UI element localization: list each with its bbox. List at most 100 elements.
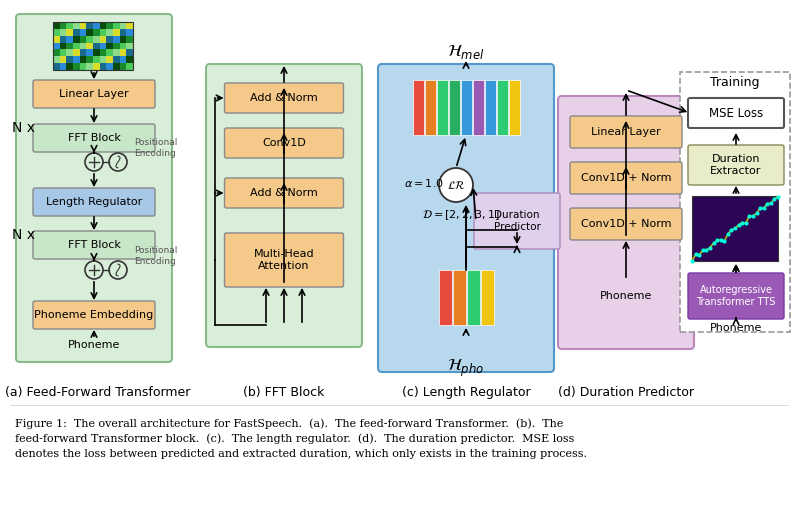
FancyBboxPatch shape [106,22,113,29]
FancyBboxPatch shape [378,64,554,372]
Text: (b) FFT Block: (b) FFT Block [243,385,325,399]
Text: N x: N x [13,121,35,135]
FancyBboxPatch shape [467,270,480,325]
FancyBboxPatch shape [438,270,452,325]
FancyBboxPatch shape [688,98,784,128]
Text: (c) Length Regulator: (c) Length Regulator [401,385,531,399]
FancyBboxPatch shape [73,50,80,56]
Point [697,246,709,254]
FancyBboxPatch shape [120,42,126,50]
FancyBboxPatch shape [93,22,100,29]
FancyBboxPatch shape [53,36,60,42]
Point [685,257,698,265]
FancyBboxPatch shape [688,145,784,185]
FancyBboxPatch shape [60,22,66,29]
Text: Phoneme Embedding: Phoneme Embedding [34,310,154,320]
FancyBboxPatch shape [113,22,120,29]
FancyBboxPatch shape [113,29,120,36]
Text: Phoneme: Phoneme [709,323,762,333]
Point [718,237,731,245]
FancyBboxPatch shape [100,63,106,70]
FancyBboxPatch shape [66,29,73,36]
FancyBboxPatch shape [474,193,560,249]
FancyBboxPatch shape [80,50,86,56]
FancyBboxPatch shape [437,80,448,135]
Text: Conv1D + Norm: Conv1D + Norm [581,173,671,183]
FancyBboxPatch shape [53,29,60,36]
FancyBboxPatch shape [570,116,682,148]
Text: $\mathcal{D}=[2,2,3,1]$: $\mathcal{D}=[2,2,3,1]$ [422,208,500,222]
FancyBboxPatch shape [80,63,86,70]
Text: Duration
Extractor: Duration Extractor [710,154,761,176]
FancyBboxPatch shape [33,124,155,152]
FancyBboxPatch shape [60,29,66,36]
FancyBboxPatch shape [93,29,100,36]
FancyBboxPatch shape [73,63,80,70]
Point [747,212,760,220]
Point [750,209,763,217]
Point [764,199,777,207]
FancyBboxPatch shape [106,36,113,42]
FancyBboxPatch shape [126,22,133,29]
FancyBboxPatch shape [53,42,60,50]
Text: $\mathcal{LR}$: $\mathcal{LR}$ [447,179,465,191]
Text: FFT Block: FFT Block [68,133,120,143]
FancyBboxPatch shape [224,83,343,113]
FancyBboxPatch shape [452,270,465,325]
Text: $\alpha = 1.0$: $\alpha = 1.0$ [404,177,444,189]
FancyBboxPatch shape [80,29,86,36]
FancyBboxPatch shape [73,36,80,42]
Point [772,193,784,201]
Text: Conv1D + Norm: Conv1D + Norm [581,219,671,229]
FancyBboxPatch shape [100,50,106,56]
FancyBboxPatch shape [113,63,120,70]
FancyBboxPatch shape [80,56,86,63]
Text: MSE Loss: MSE Loss [709,106,763,120]
FancyBboxPatch shape [53,50,60,56]
Text: Linear Layer: Linear Layer [591,127,661,137]
FancyBboxPatch shape [206,64,362,347]
FancyBboxPatch shape [224,128,343,158]
FancyBboxPatch shape [93,56,100,63]
FancyBboxPatch shape [496,80,508,135]
FancyBboxPatch shape [73,42,80,50]
FancyBboxPatch shape [413,80,424,135]
FancyBboxPatch shape [126,29,133,36]
FancyBboxPatch shape [120,50,126,56]
Text: FFT Block: FFT Block [68,240,120,250]
Point [757,204,770,213]
FancyBboxPatch shape [60,63,66,70]
FancyBboxPatch shape [126,36,133,42]
Point [760,199,773,207]
Point [704,244,717,252]
FancyBboxPatch shape [224,233,343,287]
Text: Multi-Head
Attention: Multi-Head Attention [254,249,314,271]
FancyBboxPatch shape [86,22,93,29]
Text: $\mathcal{H}_{mel}$: $\mathcal{H}_{mel}$ [447,43,485,61]
FancyBboxPatch shape [60,36,66,42]
FancyBboxPatch shape [93,42,100,50]
FancyBboxPatch shape [113,56,120,63]
Text: Positional
Encoding: Positional Encoding [134,246,177,266]
FancyBboxPatch shape [33,188,155,216]
FancyBboxPatch shape [100,42,106,50]
FancyBboxPatch shape [460,80,472,135]
Text: (d) Duration Predictor: (d) Duration Predictor [558,385,694,399]
Text: Add & Norm: Add & Norm [250,93,318,103]
FancyBboxPatch shape [558,96,694,349]
FancyBboxPatch shape [93,36,100,42]
FancyBboxPatch shape [53,56,60,63]
FancyBboxPatch shape [16,14,172,362]
FancyBboxPatch shape [106,63,113,70]
FancyBboxPatch shape [66,50,73,56]
Point [714,236,727,244]
FancyBboxPatch shape [120,56,126,63]
Text: Duration
Predictor: Duration Predictor [493,210,540,232]
Bar [692,196,778,261]
Bar [680,72,790,332]
Point [693,251,705,259]
Point [729,224,741,233]
Point [725,226,738,234]
FancyBboxPatch shape [93,50,100,56]
Point [733,221,745,229]
